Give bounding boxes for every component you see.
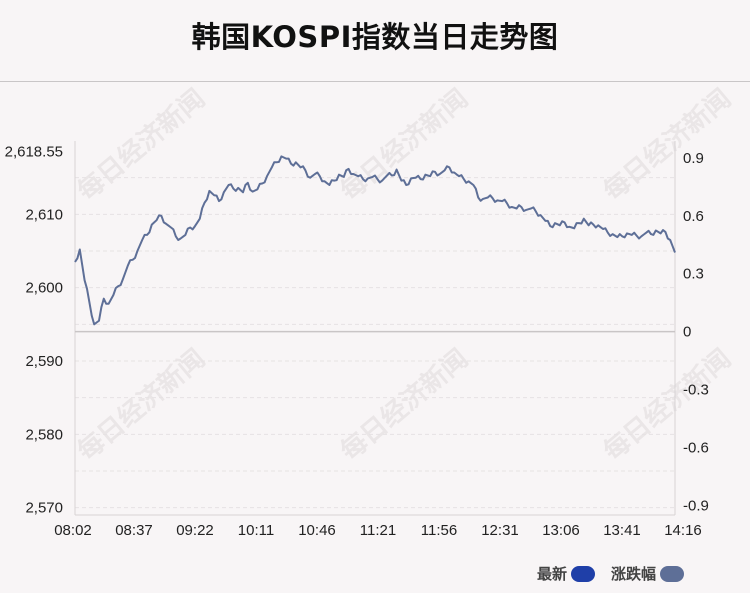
legend-label-change: 涨跌幅 xyxy=(610,565,656,583)
x-tick-label: 14:16 xyxy=(664,522,702,539)
x-tick-label: 12:31 xyxy=(481,522,519,539)
x-tick-label: 13:41 xyxy=(603,522,641,539)
legend-label-latest: 最新 xyxy=(536,565,567,583)
legend-item-latest[interactable]: 最新 xyxy=(537,563,595,584)
y-right-tick-label: 0.6 xyxy=(683,208,704,225)
x-tick-label: 10:11 xyxy=(238,522,274,539)
y-left-tick-label: 2,590 xyxy=(25,353,63,370)
y-right-tick-label: -0.9 xyxy=(683,497,709,514)
y-right-tick-label: -0.3 xyxy=(683,382,709,399)
y-left-tick-label: 2,570 xyxy=(25,500,63,517)
chart-title: 韩国KOSPI指数当日走势图 xyxy=(191,20,559,54)
x-tick-label: 08:37 xyxy=(115,522,153,539)
x-tick-label: 09:22 xyxy=(176,522,214,539)
x-tick-label: 10:46 xyxy=(298,522,336,539)
y-right-tick-label: 0.9 xyxy=(683,150,704,167)
legend: 最新 涨跌幅 xyxy=(521,563,684,584)
y-right-tick-label: 0.3 xyxy=(683,266,704,283)
title-divider xyxy=(0,81,750,82)
y-right-tick-label: -0.6 xyxy=(683,440,709,457)
y-right-tick-label: 0 xyxy=(683,324,691,341)
series-line-latest xyxy=(74,155,676,326)
y-left-tick-label: 2,580 xyxy=(25,426,63,443)
x-tick-label: 11:21 xyxy=(360,522,396,539)
y-left-tick-label: 2,610 xyxy=(25,206,63,223)
x-tick-label: 11:56 xyxy=(421,522,457,539)
legend-item-change[interactable]: 涨跌幅 xyxy=(611,563,684,584)
y-left-tick-label: 2,600 xyxy=(25,280,63,297)
legend-swatch-latest xyxy=(570,565,595,582)
x-tick-label: 13:06 xyxy=(542,522,580,539)
x-tick-label: 08:02 xyxy=(54,522,92,539)
y-left-tick-label: 2,618.55 xyxy=(5,144,63,161)
legend-swatch-change xyxy=(660,565,684,582)
